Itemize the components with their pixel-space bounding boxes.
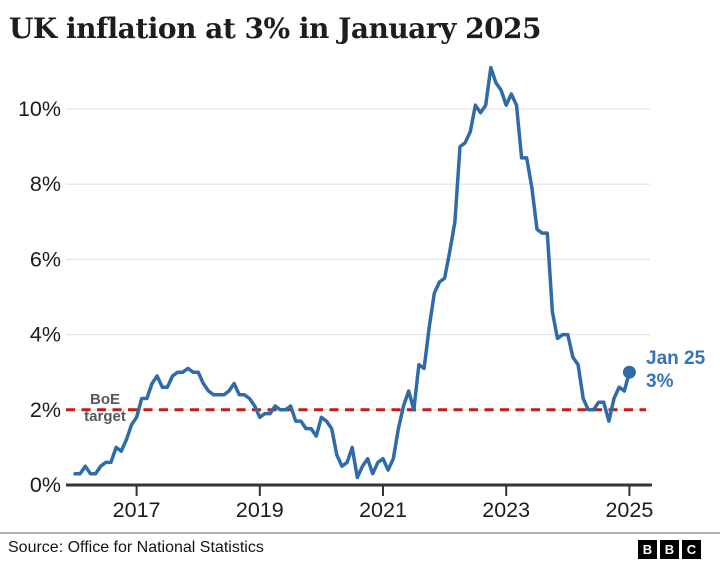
boe-target-label: BoE target [64, 391, 146, 425]
bbc-logo-block: B [660, 540, 679, 559]
bbc-logo-block: B [638, 540, 657, 559]
y-tick-label: 6% [30, 247, 61, 271]
latest-point-value: 3% [646, 371, 674, 392]
source-attribution: Source: Office for National Statistics [8, 539, 264, 556]
x-tick-label: 2021 [359, 498, 407, 522]
x-tick-label: 2025 [605, 498, 653, 522]
x-tick-label: 2019 [236, 498, 284, 522]
boe-target-label-line1: BoE [90, 391, 120, 408]
x-tick-label: 2023 [482, 498, 530, 522]
y-tick-label: 0% [30, 473, 61, 497]
latest-point-date: Jan 25 [646, 348, 706, 369]
boe-target-label-line2: target [84, 408, 126, 425]
bbc-logo: B B C [638, 540, 701, 559]
end-point-dot [622, 365, 636, 379]
footer-divider [0, 532, 720, 534]
x-tick-label: 2017 [113, 498, 161, 522]
bbc-logo-block: C [682, 540, 701, 559]
chart-title: UK inflation at 3% in January 2025 [9, 12, 542, 45]
y-tick-label: 10% [18, 97, 61, 121]
y-tick-label: 4% [30, 323, 61, 347]
y-tick-label: 2% [30, 398, 61, 422]
inflation-line [73, 65, 632, 480]
y-tick-label: 8% [30, 172, 61, 196]
latest-point-annotation: Jan 25 3% [646, 347, 716, 393]
